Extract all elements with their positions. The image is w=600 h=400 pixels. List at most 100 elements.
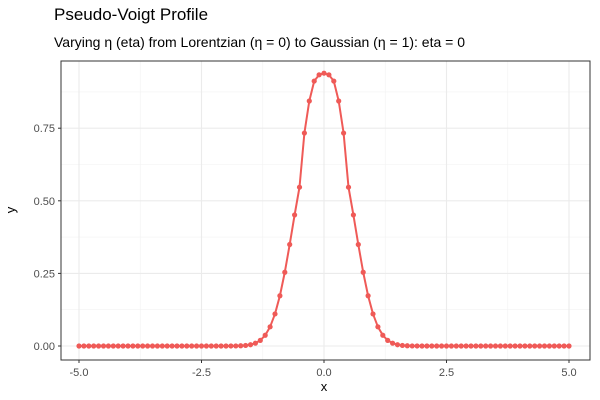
data-point: [404, 343, 410, 349]
data-point: [463, 343, 469, 349]
data-point: [390, 340, 396, 346]
data-point: [566, 343, 572, 349]
data-point: [434, 343, 440, 349]
data-point: [546, 343, 553, 349]
y-axis-title: y: [3, 206, 18, 213]
data-point: [238, 343, 244, 349]
data-point: [262, 332, 268, 338]
data-point: [228, 343, 234, 349]
y-tick-label: 0.75: [34, 123, 55, 135]
data-point: [502, 343, 508, 349]
data-point: [145, 343, 151, 349]
data-point: [321, 70, 327, 76]
axes: -5.0 -2.5 0.0 2.5 5.0 0.00 0.25 0.50 0.75: [34, 123, 577, 379]
chart-subtitle: Varying η (eta) from Lorentzian (η = 0) …: [54, 34, 466, 50]
data-point: [439, 343, 445, 349]
x-tick-label: 5.0: [561, 367, 576, 379]
data-point: [341, 130, 347, 136]
data-point: [345, 184, 352, 190]
data-point: [267, 324, 273, 330]
data-point: [189, 343, 195, 349]
data-point: [561, 343, 567, 349]
data-point: [492, 343, 499, 349]
data-point: [159, 343, 165, 349]
data-point: [179, 343, 185, 349]
data-point: [130, 343, 136, 349]
data-point: [497, 343, 503, 349]
data-point: [154, 343, 160, 349]
data-point: [414, 343, 420, 349]
x-axis-title: x: [321, 379, 328, 394]
data-point: [527, 343, 533, 349]
data-point: [380, 332, 386, 338]
data-point: [512, 343, 518, 349]
data-point: [272, 311, 278, 317]
data-point: [522, 343, 528, 349]
x-tick-label: 2.5: [439, 367, 454, 379]
data-point: [184, 343, 190, 349]
data-point: [233, 343, 239, 349]
data-point: [287, 241, 293, 248]
data-point: [424, 343, 430, 349]
data-point: [282, 269, 288, 275]
data-point: [223, 343, 229, 349]
data-point: [468, 343, 474, 349]
data-point: [458, 343, 464, 349]
x-tick-label: -2.5: [192, 367, 211, 379]
data-point: [556, 343, 562, 349]
data-point: [331, 78, 337, 84]
data-point: [86, 343, 92, 349]
grid: [61, 61, 590, 360]
data-point: [507, 343, 513, 349]
data-point: [81, 343, 87, 349]
data-point: [399, 342, 405, 349]
data-point: [169, 343, 175, 349]
data-point: [375, 324, 381, 330]
data-point: [306, 98, 312, 104]
data-point: [409, 343, 415, 349]
data-point: [360, 269, 366, 275]
data-point: [429, 343, 435, 349]
data-point: [149, 343, 156, 349]
data-point: [478, 343, 484, 349]
data-point: [164, 343, 170, 349]
data-point: [96, 343, 102, 349]
data-point: [76, 343, 82, 349]
data-point: [110, 343, 116, 349]
data-point: [541, 343, 548, 349]
y-tick-label: 0.25: [34, 268, 55, 280]
data-point: [208, 343, 214, 349]
data-point: [105, 343, 111, 349]
data-point: [91, 343, 97, 349]
data-point: [473, 343, 479, 349]
data-point: [194, 343, 200, 349]
data-point: [316, 72, 322, 78]
x-tick-label: -5.0: [70, 367, 89, 379]
x-tick-label: 0.0: [316, 367, 331, 379]
panel-border: [60, 60, 591, 361]
data-point: [140, 343, 146, 349]
data-point: [135, 343, 141, 349]
data-point: [218, 343, 224, 349]
data-point: [296, 184, 303, 190]
data-point: [247, 342, 254, 348]
data-point: [537, 343, 543, 349]
data-point: [100, 343, 107, 349]
data-point: [257, 337, 263, 343]
y-tick-label: 0.50: [34, 196, 55, 208]
data-point: [125, 343, 131, 349]
data-point: [448, 343, 454, 349]
data-point: [311, 78, 317, 84]
data-point: [532, 343, 538, 349]
data-point: [488, 343, 494, 349]
data-point: [120, 343, 126, 349]
data-point: [198, 343, 205, 349]
data-point: [243, 342, 249, 349]
data-point: [370, 311, 376, 317]
data-point: [252, 340, 258, 346]
data-point: [326, 72, 332, 78]
data-point: [301, 130, 307, 136]
data-point: [174, 343, 180, 349]
data-point: [115, 343, 121, 349]
